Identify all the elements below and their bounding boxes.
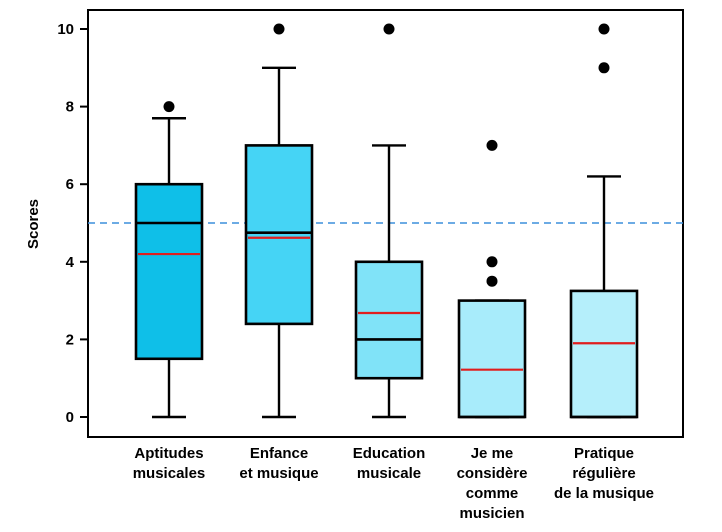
category-label-line: considère [457, 465, 528, 482]
category-label-line: régulière [572, 465, 635, 482]
x-axis-labels: Aptitudes musicales Enfance et musique Educa… [133, 445, 654, 522]
boxes-group [134, 23, 639, 419]
y-tick-label: 0 [66, 409, 74, 426]
box-iqr [569, 289, 639, 419]
category-label-line: Education [353, 445, 426, 462]
category-label-line: Je me [471, 445, 514, 462]
box-iqr [354, 260, 424, 380]
box-1 [134, 101, 204, 419]
category-label-line: et musique [239, 465, 318, 482]
y-tick-label: 4 [66, 254, 75, 271]
category-label-line: de la musique [554, 485, 654, 502]
category-label-line: musicale [357, 465, 421, 482]
y-tick-label: 6 [66, 176, 74, 193]
category-label: Education musicale [353, 445, 426, 482]
outlier-point [273, 23, 285, 35]
outlier-point [486, 256, 498, 268]
box-iqr [244, 144, 314, 326]
box-5 [569, 23, 639, 419]
category-label: Enfance et musique [239, 445, 318, 482]
box-3 [354, 23, 424, 419]
box-4 [457, 139, 527, 419]
y-axis-title: Scores [25, 199, 42, 249]
category-label-line: musicien [459, 505, 524, 522]
box-iqr [457, 299, 527, 419]
category-label-line: Aptitudes [134, 445, 203, 462]
outlier-point [486, 139, 498, 151]
y-axis: 0 2 4 6 8 10 [57, 21, 88, 426]
category-label-line: Pratique [574, 445, 634, 462]
category-label: Aptitudes musicales [133, 445, 206, 482]
category-label-line: Enfance [250, 445, 308, 462]
outlier-point [486, 275, 498, 287]
category-label-line: comme [466, 485, 519, 502]
box-iqr [134, 182, 204, 361]
y-tick-label: 10 [57, 21, 74, 38]
box-2 [244, 23, 314, 419]
category-label: Je me considère comme musicien [457, 445, 528, 522]
y-tick-label: 8 [66, 99, 74, 116]
category-label: Pratique régulière de la musique [554, 445, 654, 502]
outlier-point [598, 23, 610, 35]
outlier-point [163, 101, 175, 113]
category-label-line: musicales [133, 465, 206, 482]
y-tick-label: 2 [66, 331, 74, 348]
outlier-point [598, 62, 610, 74]
outlier-point [383, 23, 395, 35]
